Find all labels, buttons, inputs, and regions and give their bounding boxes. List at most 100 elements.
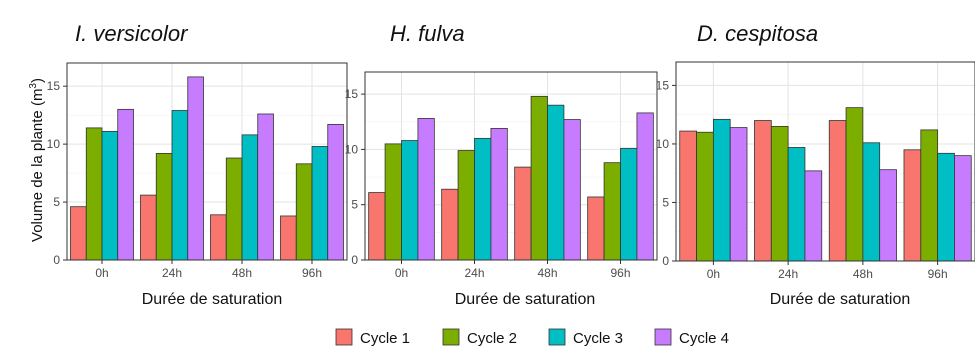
bar [862, 142, 881, 262]
bar [620, 147, 638, 261]
bar [155, 152, 173, 261]
x-axis-label: Durée de saturation [770, 291, 911, 308]
bar [117, 108, 134, 261]
bar [70, 206, 87, 261]
y-tick-label: 5 [351, 198, 358, 212]
bar [903, 149, 922, 262]
y-tick-label: 10 [47, 137, 61, 151]
bar [257, 113, 274, 261]
bar [845, 107, 864, 262]
bar [311, 146, 329, 261]
legend-item: Cycle 3 [548, 328, 623, 347]
bar [547, 104, 565, 261]
panel-border [66, 62, 348, 261]
bar [712, 118, 731, 262]
bar [384, 143, 402, 261]
legend: Cycle 1 Cycle 2 Cycle 3 Cycle 4 [335, 328, 729, 347]
bar [754, 120, 772, 262]
bar [828, 120, 847, 262]
panel-border [675, 61, 975, 262]
bar [804, 170, 823, 262]
bar [603, 162, 621, 261]
bar [295, 163, 313, 261]
x-axis-label: Durée de saturation [142, 291, 283, 308]
panel-1: 0 5 10 15 0h 24h 48h 96h I. versicolor Durée de s… [47, 12, 348, 308]
bar [101, 130, 119, 261]
y-tick-label: 0 [662, 254, 669, 268]
x-tick-label: 24h [162, 266, 182, 280]
bar [636, 112, 654, 261]
y-tick-label: 10 [656, 137, 670, 151]
panel-3: 0 5 10 15 0h 24h 48h 96h D. cespitosa Durée de sa… [656, 12, 975, 308]
x-tick-label: 96h [302, 266, 322, 280]
bar [696, 131, 714, 262]
bar [490, 127, 508, 261]
legend-item: Cycle 4 [654, 328, 729, 347]
bar [474, 137, 492, 261]
legend-swatch [548, 328, 566, 346]
bar [729, 127, 748, 262]
bar [879, 169, 897, 262]
y-tick-label: 10 [345, 142, 359, 156]
x-tick-label: 0h [395, 266, 408, 280]
y-tick-label: 15 [47, 79, 61, 93]
x-tick-label: 48h [232, 266, 252, 280]
legend-swatch [442, 328, 460, 346]
bar [327, 124, 344, 261]
bar [140, 194, 157, 261]
x-axis-label: Durée de saturation [455, 291, 596, 308]
panel-border [364, 71, 658, 261]
x-tick-label: 24h [778, 267, 798, 281]
legend-swatch [335, 328, 353, 346]
bar [417, 118, 435, 261]
bar [210, 214, 227, 261]
panels: 0 5 10 15 0h 24h 48h 96h I. versicolor Durée de s… [47, 12, 975, 308]
y-tick-label: 15 [656, 78, 670, 92]
bar [679, 130, 697, 262]
x-tick-label: 96h [928, 267, 948, 281]
title-box [62, 12, 312, 52]
legend-swatch [654, 328, 672, 346]
bar [225, 157, 243, 261]
panel-title: D. cespitosa [697, 21, 818, 46]
bar [587, 196, 605, 261]
bar [441, 188, 459, 261]
x-tick-label: 0h [707, 267, 720, 281]
y-axis-label: Volume de la plante (m3) [28, 78, 46, 242]
bar [280, 215, 297, 261]
bar [187, 76, 204, 261]
x-tick-label: 96h [610, 266, 630, 280]
legend-item: Cycle 2 [442, 328, 517, 347]
bar [787, 147, 806, 262]
y-tick-label: 0 [53, 253, 60, 267]
y-tick-label: 5 [662, 195, 669, 209]
bar [920, 129, 939, 262]
y-tick-label: 5 [53, 195, 60, 209]
panel-title: H. fulva [390, 21, 465, 46]
legend-item: Cycle 1 [335, 328, 410, 347]
bar [563, 119, 581, 261]
panel-title: I. versicolor [75, 21, 189, 46]
y-tick-label: 15 [345, 87, 359, 101]
panel-2: 0 5 10 15 0h 24h 48h 96h H. fulva Durée de satura… [345, 12, 658, 308]
title-box [375, 12, 635, 52]
y-tick-label: 0 [351, 253, 358, 267]
bar [954, 155, 972, 262]
bar [457, 150, 475, 261]
x-tick-label: 24h [464, 266, 484, 280]
bar [401, 140, 419, 261]
bar [241, 134, 259, 261]
legend-label: Cycle 2 [467, 330, 517, 347]
legend-label: Cycle 1 [360, 330, 410, 347]
legend-label: Cycle 4 [679, 330, 729, 347]
bar [514, 166, 532, 261]
bar [770, 125, 789, 262]
bar [171, 110, 189, 261]
x-tick-label: 48h [853, 267, 873, 281]
bar [937, 152, 955, 262]
x-tick-label: 48h [537, 266, 557, 280]
x-tick-label: 0h [95, 266, 108, 280]
legend-label: Cycle 3 [573, 330, 623, 347]
title-box [684, 12, 864, 52]
